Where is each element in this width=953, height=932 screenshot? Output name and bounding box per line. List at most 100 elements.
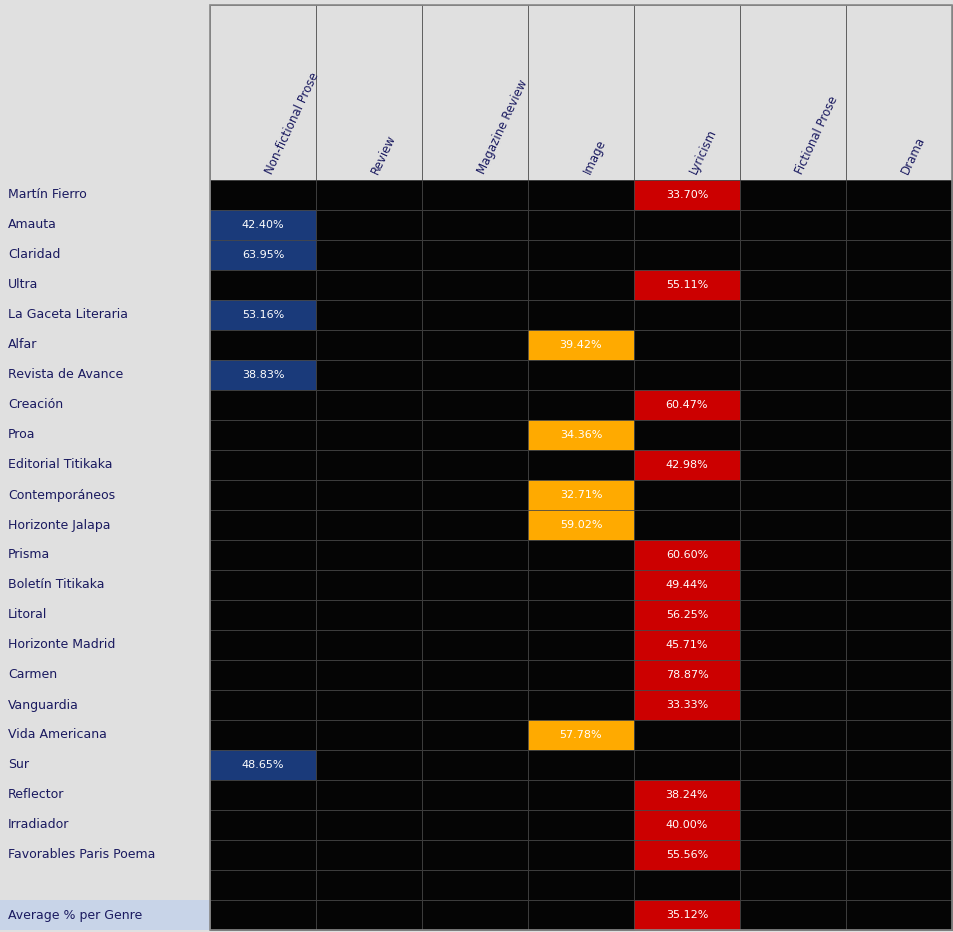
Bar — [845, 840, 951, 870]
Text: 78.87%: 78.87% — [665, 670, 708, 680]
Bar — [845, 870, 951, 900]
Bar — [740, 600, 845, 630]
Bar — [0, 840, 210, 870]
Bar — [0, 870, 210, 900]
Bar — [421, 480, 527, 510]
Bar — [0, 600, 210, 630]
Bar — [0, 780, 210, 810]
Bar — [0, 900, 210, 930]
Bar — [0, 720, 210, 750]
Bar — [421, 390, 527, 420]
Bar — [0, 240, 210, 270]
Bar — [740, 870, 845, 900]
Bar — [315, 180, 421, 210]
Bar — [315, 450, 421, 480]
Bar — [0, 300, 210, 330]
Bar — [740, 900, 845, 930]
Bar — [634, 600, 740, 630]
Bar — [845, 750, 951, 780]
Bar — [845, 240, 951, 270]
Bar — [527, 840, 634, 870]
Text: Image: Image — [580, 137, 608, 176]
Bar — [740, 300, 845, 330]
Bar — [634, 420, 740, 450]
Bar — [740, 210, 845, 240]
Bar — [0, 210, 210, 240]
Bar — [0, 270, 210, 300]
Bar — [845, 360, 951, 390]
Bar — [210, 5, 315, 180]
Bar — [210, 870, 315, 900]
Bar — [0, 450, 210, 480]
Bar — [315, 750, 421, 780]
Text: Vanguardia: Vanguardia — [8, 698, 79, 711]
Bar — [0, 330, 210, 360]
Bar — [845, 660, 951, 690]
Bar — [845, 600, 951, 630]
Bar — [845, 5, 951, 180]
Bar — [634, 780, 740, 810]
Bar — [634, 840, 740, 870]
Bar — [421, 690, 527, 720]
Text: 60.60%: 60.60% — [665, 550, 707, 560]
Bar — [527, 780, 634, 810]
Text: 38.24%: 38.24% — [665, 790, 707, 800]
Bar — [634, 180, 740, 210]
Text: Reflector: Reflector — [8, 788, 64, 802]
Bar — [740, 810, 845, 840]
Bar — [210, 5, 951, 930]
Bar — [0, 540, 210, 570]
Text: 38.83%: 38.83% — [241, 370, 284, 380]
Bar — [0, 510, 210, 540]
Bar — [740, 690, 845, 720]
Bar — [0, 180, 210, 210]
Bar — [634, 450, 740, 480]
Text: Vida Americana: Vida Americana — [8, 729, 107, 742]
Text: Alfar: Alfar — [8, 338, 37, 351]
Bar — [0, 570, 210, 600]
Bar — [0, 630, 210, 660]
Bar — [527, 420, 634, 450]
Bar — [527, 480, 634, 510]
Text: 35.12%: 35.12% — [665, 910, 707, 920]
Bar — [210, 480, 315, 510]
Text: Editorial Titikaka: Editorial Titikaka — [8, 459, 112, 472]
Bar — [210, 330, 315, 360]
Bar — [315, 5, 421, 180]
Bar — [421, 210, 527, 240]
Bar — [421, 780, 527, 810]
Bar — [315, 870, 421, 900]
Bar — [421, 540, 527, 570]
Bar — [845, 540, 951, 570]
Bar — [210, 420, 315, 450]
Bar — [634, 300, 740, 330]
Bar — [740, 390, 845, 420]
Bar — [740, 630, 845, 660]
Bar — [210, 540, 315, 570]
Bar — [315, 900, 421, 930]
Bar — [527, 5, 634, 180]
Bar — [845, 450, 951, 480]
Bar — [740, 570, 845, 600]
Bar — [527, 660, 634, 690]
Text: 34.36%: 34.36% — [559, 430, 601, 440]
Bar — [740, 5, 845, 180]
Bar — [845, 720, 951, 750]
Text: Sur: Sur — [8, 759, 29, 772]
Bar — [421, 630, 527, 660]
Bar — [845, 510, 951, 540]
Bar — [210, 570, 315, 600]
Bar — [315, 510, 421, 540]
Bar — [634, 870, 740, 900]
Bar — [210, 180, 315, 210]
Text: Non-fictional Prose: Non-fictional Prose — [263, 70, 321, 176]
Bar — [740, 330, 845, 360]
Bar — [210, 600, 315, 630]
Bar — [845, 480, 951, 510]
Bar — [210, 450, 315, 480]
Text: 32.71%: 32.71% — [559, 490, 601, 500]
Bar — [421, 840, 527, 870]
Bar — [845, 420, 951, 450]
Text: Claridad: Claridad — [8, 249, 60, 262]
Bar — [527, 510, 634, 540]
